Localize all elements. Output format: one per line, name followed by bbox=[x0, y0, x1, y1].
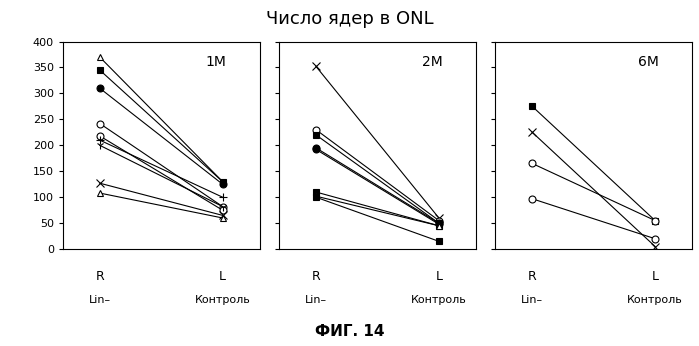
Text: Число ядер в ONL: Число ядер в ONL bbox=[266, 10, 433, 28]
Text: ФИГ. 14: ФИГ. 14 bbox=[315, 324, 384, 339]
Text: 1M: 1M bbox=[206, 55, 226, 69]
Text: 2M: 2M bbox=[422, 55, 443, 69]
Text: Контроль: Контроль bbox=[195, 295, 250, 305]
Text: Контроль: Контроль bbox=[627, 295, 683, 305]
Text: R: R bbox=[528, 270, 537, 283]
Text: L: L bbox=[435, 270, 442, 283]
Text: Контроль: Контроль bbox=[411, 295, 467, 305]
Text: R: R bbox=[312, 270, 320, 283]
Text: R: R bbox=[95, 270, 104, 283]
Text: 6M: 6M bbox=[638, 55, 659, 69]
Text: L: L bbox=[651, 270, 658, 283]
Text: L: L bbox=[219, 270, 226, 283]
Text: Lin–: Lin– bbox=[305, 295, 327, 305]
Text: Lin–: Lin– bbox=[89, 295, 111, 305]
Text: Lin–: Lin– bbox=[521, 295, 543, 305]
